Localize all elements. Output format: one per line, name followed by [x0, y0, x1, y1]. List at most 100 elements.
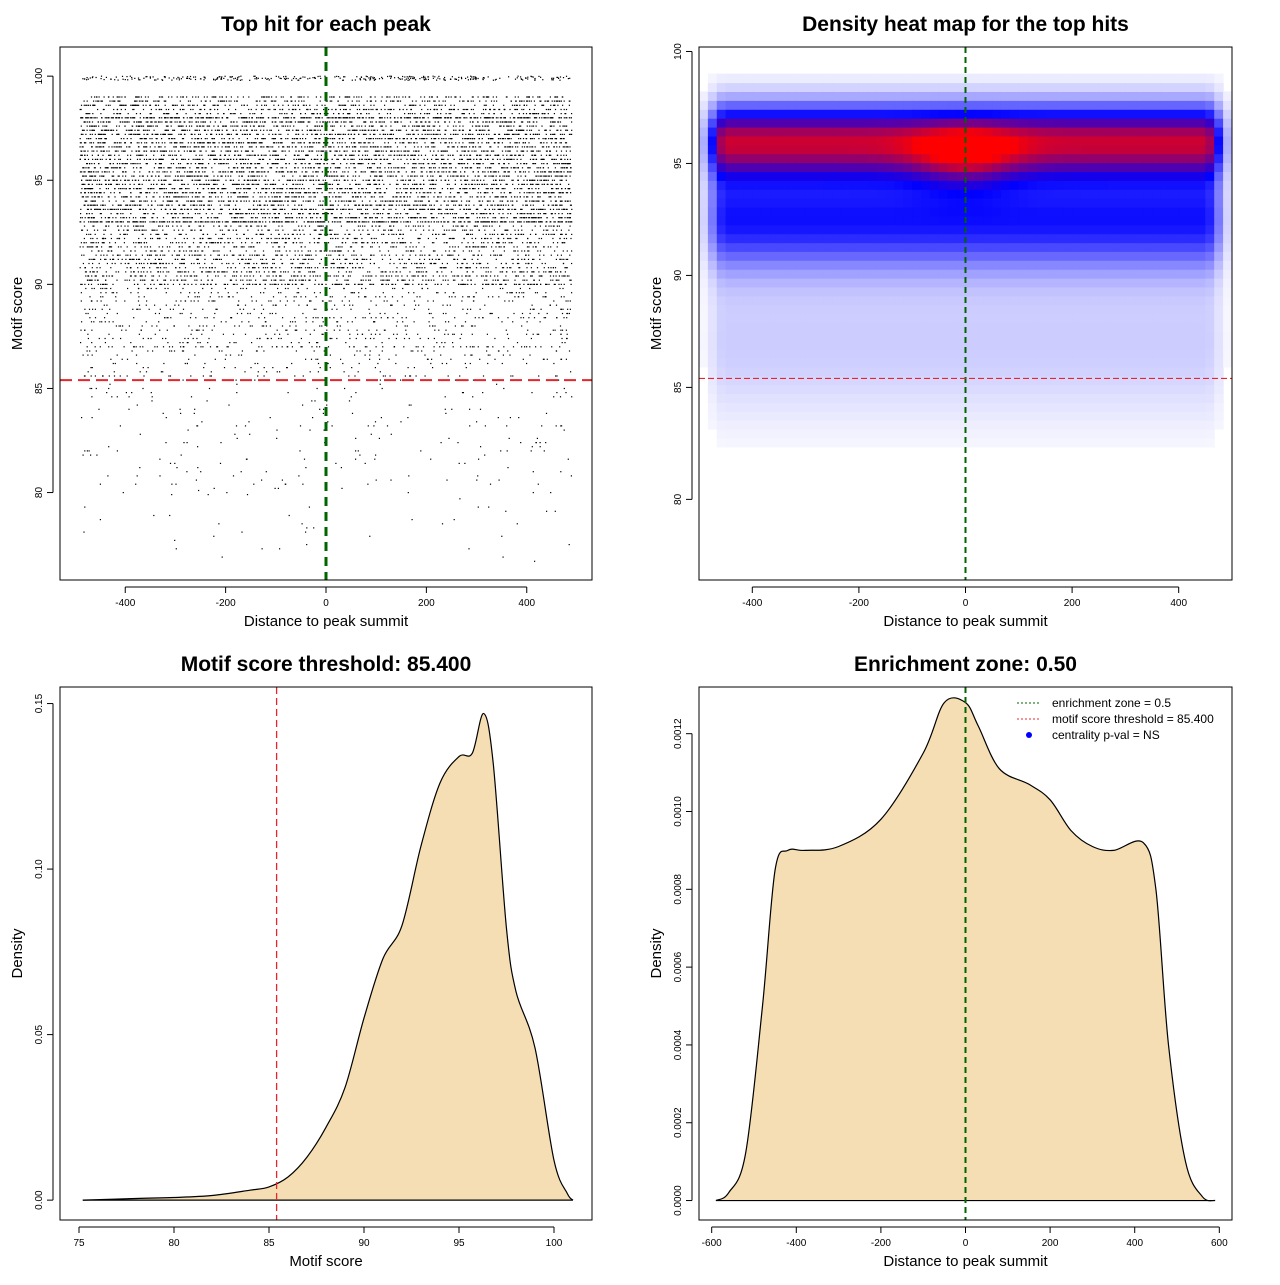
- data-point: [463, 109, 464, 110]
- data-point: [221, 196, 222, 197]
- data-point: [82, 134, 83, 135]
- data-point: [178, 151, 179, 152]
- data-point: [331, 209, 332, 210]
- data-point: [405, 180, 406, 181]
- data-point: [192, 109, 193, 110]
- data-point: [321, 184, 322, 185]
- data-point: [546, 151, 547, 152]
- data-point: [448, 155, 449, 156]
- data-point: [143, 105, 144, 106]
- data-point: [564, 217, 565, 218]
- data-point: [429, 180, 430, 181]
- data-point: [308, 176, 309, 177]
- data-point: [422, 201, 423, 202]
- data-point: [562, 167, 563, 168]
- data-point: [384, 146, 385, 147]
- data-point: [328, 138, 329, 139]
- data-point: [108, 180, 109, 181]
- data-point: [343, 76, 344, 77]
- data-point: [216, 134, 217, 135]
- data-point: [258, 78, 259, 79]
- data-point: [182, 213, 183, 214]
- data-point: [197, 138, 198, 139]
- data-point: [159, 163, 160, 164]
- data-point: [516, 217, 517, 218]
- data-point: [380, 201, 381, 202]
- data-point: [550, 121, 551, 122]
- data-point: [105, 134, 106, 135]
- data-point: [496, 121, 497, 122]
- data-point: [290, 180, 291, 181]
- data-point: [503, 188, 504, 189]
- data-point: [147, 176, 148, 177]
- data-point: [419, 163, 420, 164]
- data-point: [496, 79, 497, 80]
- data-point: [368, 77, 369, 78]
- data-point: [360, 130, 361, 131]
- data-point: [365, 134, 366, 135]
- data-point: [529, 117, 530, 118]
- data-point: [364, 130, 365, 131]
- data-point: [358, 96, 359, 97]
- data-point: [178, 196, 179, 197]
- data-point: [444, 117, 445, 118]
- data-point: [130, 163, 131, 164]
- data-point: [309, 180, 310, 181]
- data-point: [515, 101, 516, 102]
- data-point: [83, 171, 84, 172]
- data-point: [213, 105, 214, 106]
- data-point: [335, 201, 336, 202]
- data-point: [365, 213, 366, 214]
- data-point: [277, 188, 278, 189]
- data-point: [276, 209, 277, 210]
- data-point: [198, 196, 199, 197]
- data-point: [137, 163, 138, 164]
- data-point: [498, 205, 499, 206]
- data-point: [570, 201, 571, 202]
- data-point: [515, 155, 516, 156]
- data-point: [563, 77, 564, 78]
- data-point: [148, 205, 149, 206]
- data-point: [284, 176, 285, 177]
- data-point: [171, 134, 172, 135]
- data-point: [178, 134, 179, 135]
- data-point: [478, 96, 479, 97]
- data-point: [530, 167, 531, 168]
- data-point: [492, 117, 493, 118]
- data-point: [408, 80, 409, 81]
- data-point: [529, 109, 530, 110]
- data-point: [249, 146, 250, 147]
- data-point: [348, 130, 349, 131]
- data-point: [225, 105, 226, 106]
- data-point: [373, 209, 374, 210]
- data-point: [431, 217, 432, 218]
- data-point: [111, 117, 112, 118]
- data-point: [146, 121, 147, 122]
- data-point: [359, 109, 360, 110]
- data-point: [522, 184, 523, 185]
- data-point: [318, 167, 319, 168]
- data-point: [448, 180, 449, 181]
- data-point: [80, 192, 81, 193]
- data-point: [84, 130, 85, 131]
- data-point: [550, 105, 551, 106]
- data-point: [388, 209, 389, 210]
- data-point: [136, 105, 137, 106]
- data-point: [277, 196, 278, 197]
- data-point: [137, 130, 138, 131]
- data-point: [405, 213, 406, 214]
- data-point: [557, 77, 558, 78]
- data-point: [329, 96, 330, 97]
- data-point: [109, 101, 110, 102]
- data-point: [318, 117, 319, 118]
- data-point: [487, 151, 488, 152]
- data-point: [248, 109, 249, 110]
- data-point: [246, 188, 247, 189]
- data-point: [117, 146, 118, 147]
- data-point: [490, 196, 491, 197]
- data-point: [504, 109, 505, 110]
- data-point: [479, 146, 480, 147]
- data-point: [302, 167, 303, 168]
- data-point: [493, 105, 494, 106]
- data-point: [554, 101, 555, 102]
